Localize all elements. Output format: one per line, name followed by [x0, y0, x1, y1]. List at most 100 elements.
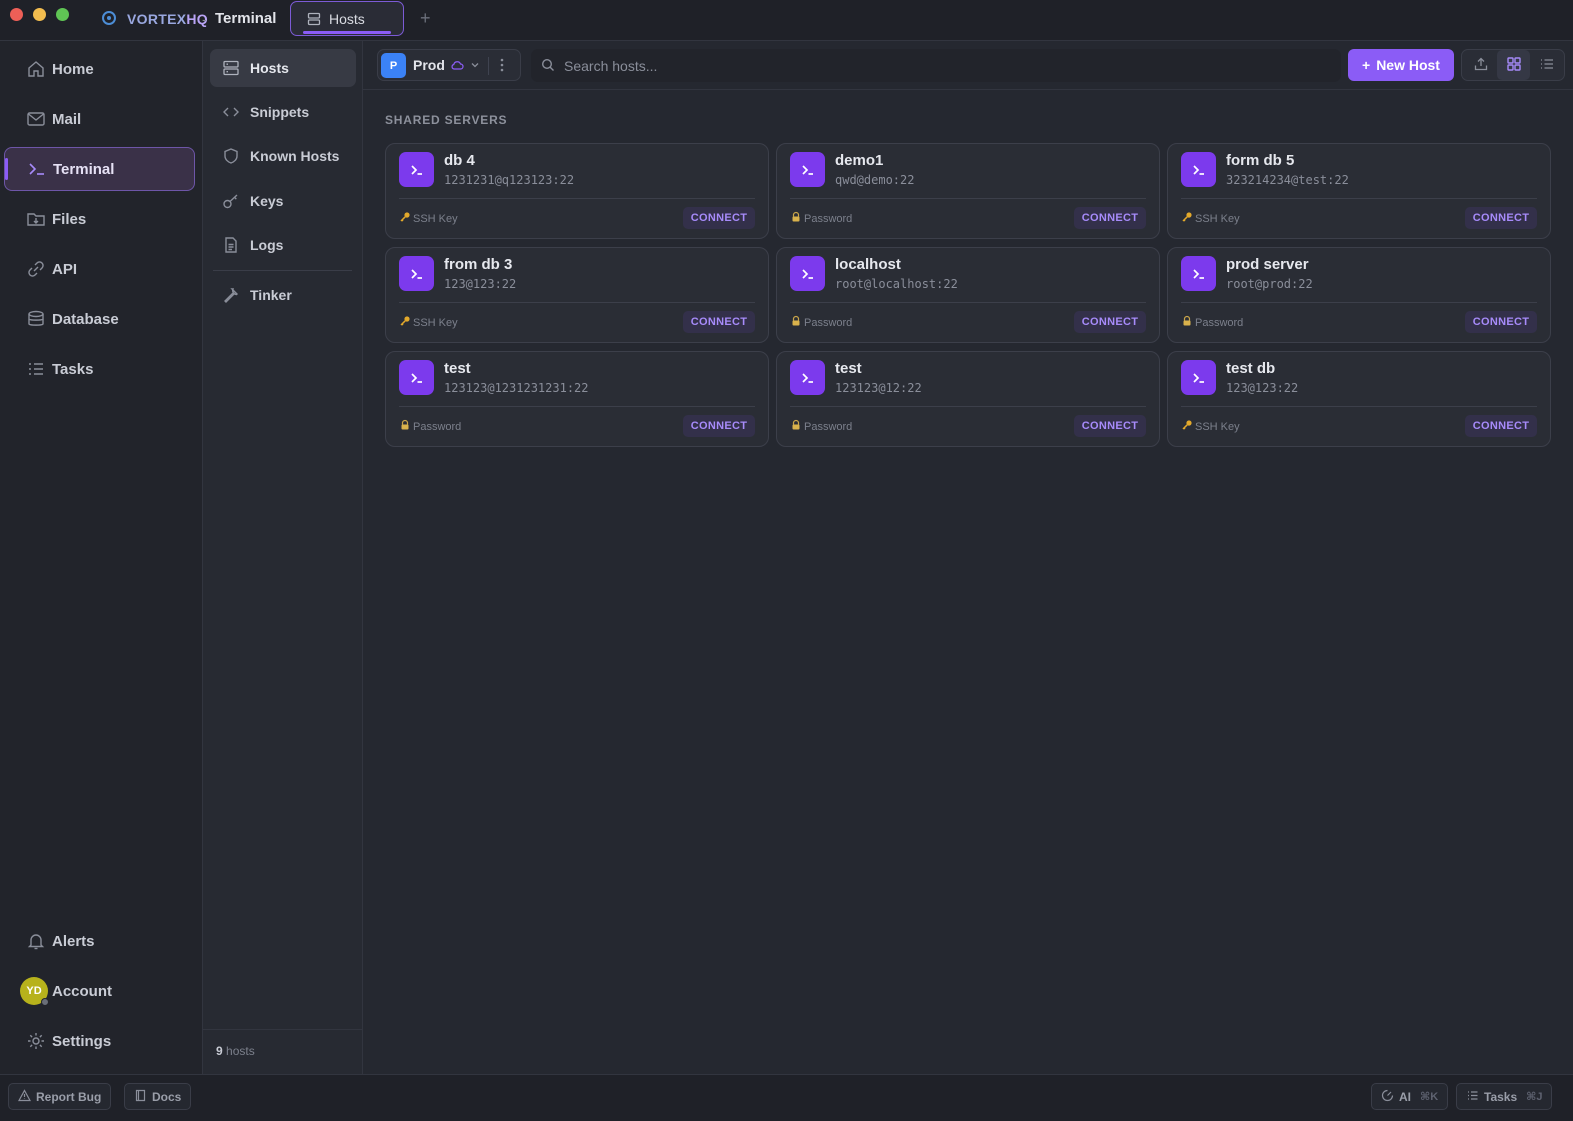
- minimize-window-button[interactable]: [33, 8, 46, 21]
- subnav-item-hosts[interactable]: Hosts: [210, 49, 356, 87]
- sidebar-item-home[interactable]: Home: [4, 47, 195, 91]
- key-icon: [399, 315, 411, 330]
- auth-method: SSH Key: [399, 315, 458, 330]
- auth-method: SSH Key: [399, 211, 458, 226]
- list-icon: [1539, 56, 1555, 75]
- docs-button[interactable]: Docs: [124, 1083, 192, 1110]
- search-icon: [541, 58, 555, 75]
- connect-button[interactable]: CONNECT: [1074, 207, 1146, 229]
- sidebar-item-label: Home: [52, 60, 94, 78]
- terminal-icon: [790, 360, 825, 395]
- sidebar-item-account[interactable]: YD Account: [4, 969, 195, 1013]
- server-icon: [222, 59, 240, 77]
- status-dot: [41, 998, 49, 1006]
- export-button[interactable]: [1464, 50, 1497, 80]
- sidebar-item-label: Files: [52, 210, 87, 228]
- home-icon: [26, 59, 46, 79]
- host-card[interactable]: test db 123@123:22 SSH Key CONNECT: [1167, 351, 1551, 447]
- connect-button[interactable]: CONNECT: [1465, 207, 1537, 229]
- key-icon: [222, 192, 240, 210]
- sidebar-item-mail[interactable]: Mail: [4, 97, 195, 141]
- auth-label: Password: [804, 316, 853, 329]
- key-icon: [1181, 419, 1193, 434]
- card-divider: [399, 406, 755, 407]
- primary-sidebar: Home Mail Terminal Files API Database Ta…: [0, 41, 203, 1074]
- server-icon: [307, 12, 321, 29]
- subnav-item-label: Keys: [250, 193, 284, 209]
- brand-main: VORTEX: [127, 11, 187, 27]
- report-bug-label: Report Bug: [36, 1089, 102, 1104]
- terminal-icon: [1181, 360, 1216, 395]
- sidebar-item-tasks[interactable]: Tasks: [4, 347, 195, 391]
- more-options-icon[interactable]: [496, 55, 508, 78]
- chevron-down-icon: [469, 58, 481, 74]
- add-tab-button[interactable]: +: [420, 8, 431, 28]
- tab-hosts[interactable]: Hosts: [290, 1, 404, 36]
- auth-method: Password: [790, 211, 852, 226]
- host-card[interactable]: demo1 qwd@demo:22 Password CONNECT: [776, 143, 1160, 239]
- sidebar-item-files[interactable]: Files: [4, 197, 195, 241]
- host-card[interactable]: db 4 1231231@q123123:22 SSH Key CONNECT: [385, 143, 769, 239]
- list-view-button[interactable]: [1530, 50, 1563, 80]
- host-card[interactable]: prod server root@prod:22 Password CONNECT: [1167, 247, 1551, 343]
- close-window-button[interactable]: [10, 8, 23, 21]
- key-icon: [1181, 211, 1193, 226]
- tasks-shortcut: ⌘J: [1526, 1091, 1543, 1103]
- connect-button[interactable]: CONNECT: [1074, 311, 1146, 333]
- tasks-button[interactable]: Tasks ⌘J: [1456, 1083, 1553, 1110]
- subnav-item-keys[interactable]: Keys: [210, 182, 356, 220]
- sidebar-item-api[interactable]: API: [4, 247, 195, 291]
- host-address: 1231231@q123123:22: [444, 173, 575, 187]
- auth-method: SSH Key: [1181, 419, 1240, 434]
- grid-view-button[interactable]: [1497, 50, 1530, 80]
- new-host-button[interactable]: + New Host: [1348, 49, 1454, 81]
- subnav-item-snippets[interactable]: Snippets: [210, 93, 356, 131]
- warning-icon: [17, 1088, 32, 1105]
- host-address: 123123@12:22: [835, 381, 922, 395]
- connect-button[interactable]: CONNECT: [683, 207, 755, 229]
- host-card[interactable]: form db 5 323214234@test:22 SSH Key CONNECT: [1167, 143, 1551, 239]
- title-separator: -: [202, 11, 207, 27]
- lock-icon: [790, 419, 802, 434]
- sidebar-item-alerts[interactable]: Alerts: [4, 919, 195, 963]
- connect-button[interactable]: CONNECT: [1465, 311, 1537, 333]
- subnav-item-logs[interactable]: Logs: [210, 226, 356, 264]
- connect-button[interactable]: CONNECT: [1074, 415, 1146, 437]
- files-icon: [26, 209, 46, 229]
- subnav-item-label: Known Hosts: [250, 148, 340, 164]
- subnav-item-known-hosts[interactable]: Known Hosts: [210, 137, 356, 175]
- ai-button[interactable]: AI ⌘K: [1371, 1083, 1449, 1110]
- sidebar-item-terminal[interactable]: Terminal: [4, 147, 195, 191]
- host-name: form db 5: [1226, 152, 1295, 169]
- search-input[interactable]: [561, 49, 1331, 82]
- subnav-item-label: Hosts: [250, 60, 289, 76]
- tasks-label: Tasks: [1484, 1089, 1518, 1104]
- connect-button[interactable]: CONNECT: [683, 415, 755, 437]
- connect-button[interactable]: CONNECT: [683, 311, 755, 333]
- code-icon: [222, 103, 240, 121]
- sidebar-item-label: Mail: [52, 110, 82, 128]
- vault-selector[interactable]: P Prod: [377, 49, 521, 81]
- sidebar-item-settings[interactable]: Settings: [4, 1019, 195, 1063]
- card-divider: [399, 198, 755, 199]
- lock-icon: [790, 211, 802, 226]
- maximize-window-button[interactable]: [56, 8, 69, 21]
- sidebar-item-label: Settings: [52, 1032, 112, 1050]
- terminal-icon: [27, 159, 47, 179]
- sidebar-item-database[interactable]: Database: [4, 297, 195, 341]
- view-options: [1461, 49, 1565, 81]
- auth-method: Password: [790, 419, 852, 434]
- report-bug-button[interactable]: Report Bug: [8, 1083, 112, 1110]
- host-address: 123@123:22: [444, 277, 517, 291]
- terminal-icon: [1181, 152, 1216, 187]
- host-card[interactable]: from db 3 123@123:22 SSH Key CONNECT: [385, 247, 769, 343]
- terminal-icon: [399, 152, 434, 187]
- subnav-item-tinker[interactable]: Tinker: [210, 276, 356, 314]
- host-card[interactable]: test 123123@12:22 Password CONNECT: [776, 351, 1160, 447]
- terminal-icon: [1181, 256, 1216, 291]
- card-divider: [399, 302, 755, 303]
- host-card[interactable]: localhost root@localhost:22 Password CONNEC…: [776, 247, 1160, 343]
- connect-button[interactable]: CONNECT: [1465, 415, 1537, 437]
- host-card[interactable]: test 123123@1231231231:22 Password CONNECT: [385, 351, 769, 447]
- terminal-icon: [399, 256, 434, 291]
